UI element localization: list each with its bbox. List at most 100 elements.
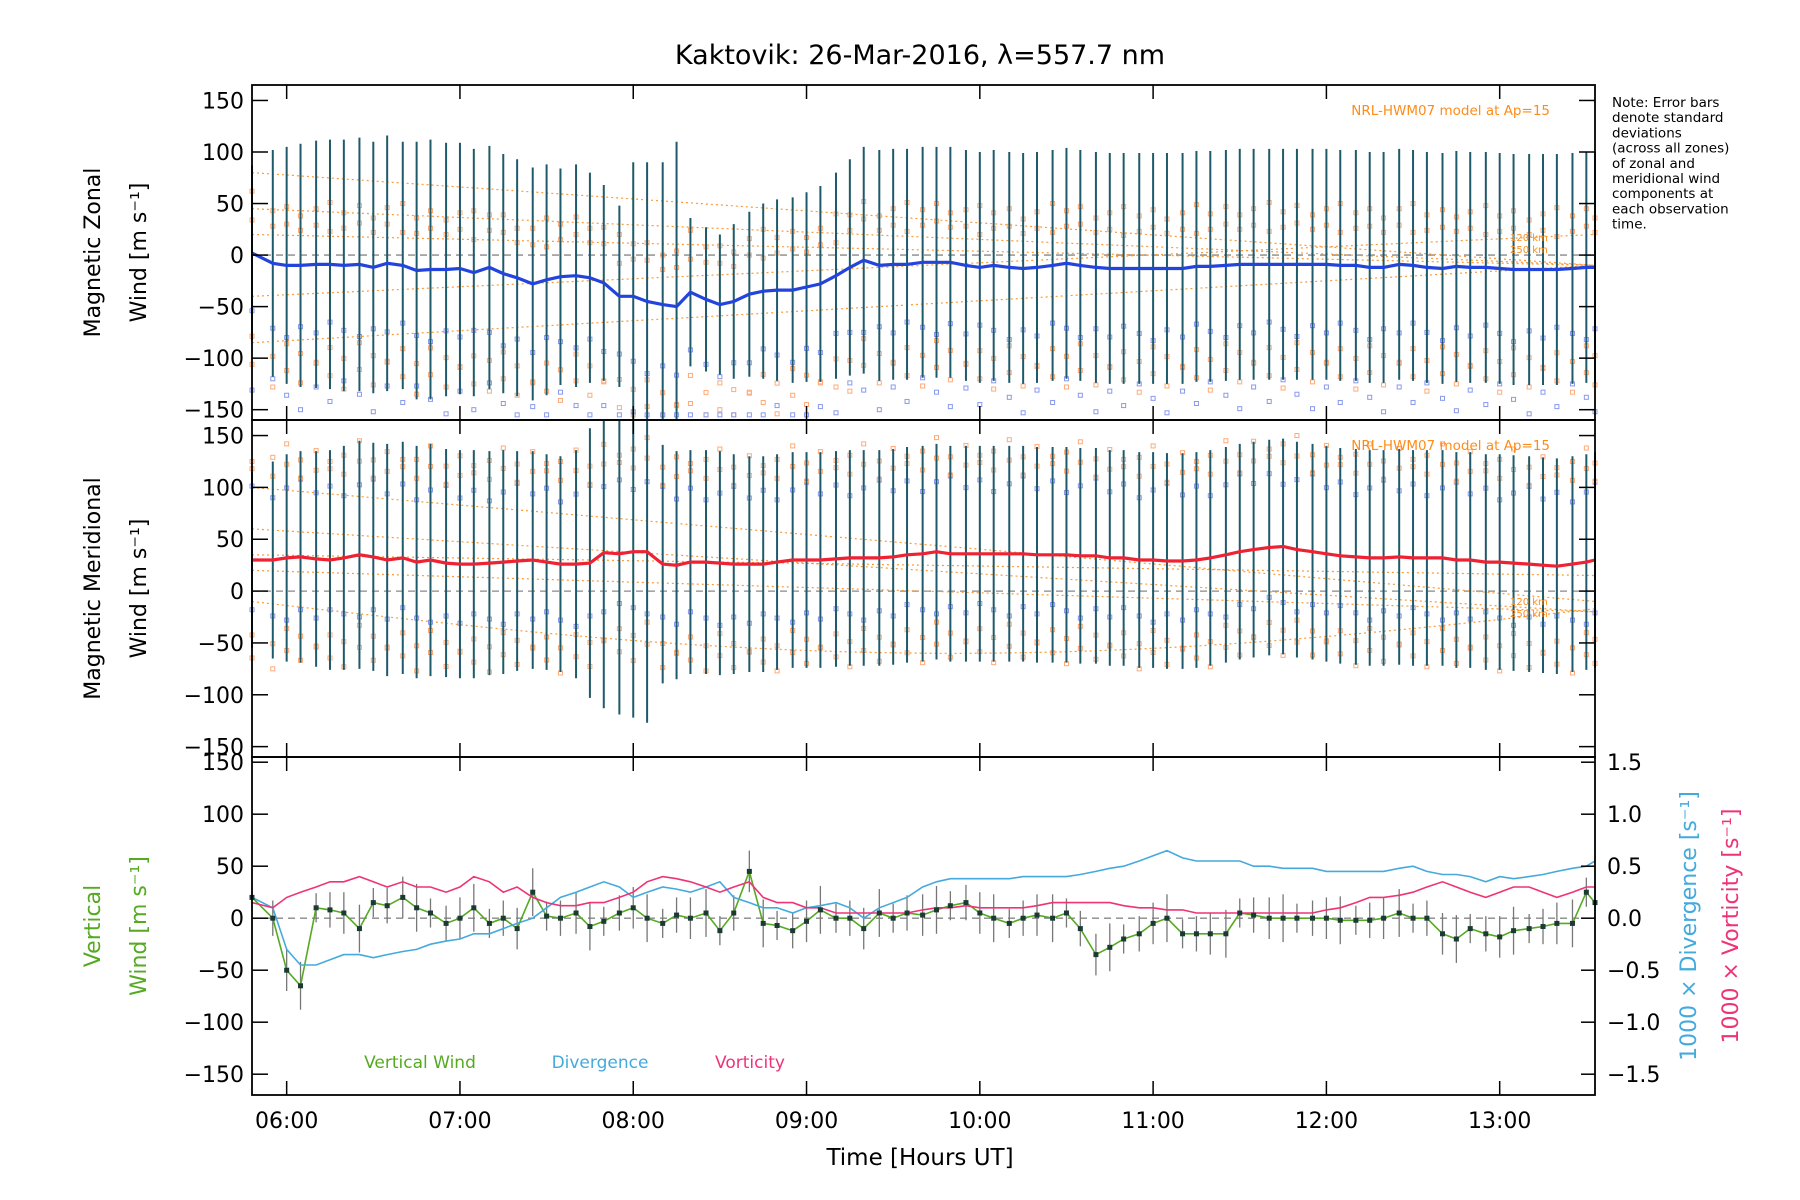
- y-tick-label: 100: [202, 803, 244, 828]
- y-tick-label: −100: [184, 684, 244, 709]
- note-line: time.: [1612, 217, 1647, 233]
- vertical-wind-point: [1077, 926, 1083, 932]
- vertical-wind-point: [544, 913, 550, 919]
- zone-marker: [1424, 388, 1430, 394]
- x-tick-label: 07:00: [428, 1109, 491, 1134]
- altitude-label: 120 km: [1510, 597, 1548, 608]
- note-line: of zonal and: [1612, 156, 1695, 172]
- zone-marker: [1511, 396, 1517, 402]
- zone-marker: [1353, 386, 1359, 392]
- right-tick-label: −1.5: [1607, 1063, 1660, 1088]
- x-tick-label: 06:00: [255, 1109, 318, 1134]
- zone-marker: [1164, 410, 1170, 416]
- vertical-wind-point: [1034, 912, 1040, 918]
- model-curve: [251, 233, 1596, 297]
- y-axis-label-line2: Wind [m s⁻¹]: [127, 183, 152, 323]
- zone-marker: [370, 409, 376, 415]
- zone-marker: [876, 407, 882, 413]
- zone-marker: [1237, 406, 1243, 412]
- vertical-wind-point: [1337, 917, 1343, 923]
- vertical-wind-point: [573, 910, 579, 916]
- model-curve: [251, 172, 1596, 266]
- legend-entry: Vertical Wind: [364, 1053, 476, 1073]
- vertical-wind-point: [1107, 944, 1113, 950]
- model-label: NRL-HWM07 model at Ap=15: [1351, 103, 1550, 119]
- zone-marker: [890, 384, 896, 390]
- vertical-wind-point: [1237, 910, 1243, 916]
- zone-marker: [1569, 389, 1575, 395]
- y-axis-label-line2: Wind [m s⁻¹]: [127, 856, 152, 996]
- y-tick-label: −100: [184, 1011, 244, 1036]
- x-tick-label: 10:00: [948, 1109, 1011, 1134]
- vertical-wind-point: [1583, 889, 1589, 895]
- legend-entry: Divergence: [552, 1053, 649, 1073]
- vertical-wind-point: [1483, 931, 1489, 937]
- vorticity-line: [251, 875, 1595, 914]
- y-tick-label: −50: [198, 296, 244, 321]
- vertical-wind-point: [1093, 952, 1099, 958]
- zone-marker: [1337, 399, 1343, 405]
- zone-marker: [1526, 384, 1532, 390]
- vertical-wind-point: [1193, 931, 1199, 937]
- zone-marker: [1367, 441, 1373, 447]
- zone-marker: [1453, 381, 1459, 387]
- zone-marker: [1280, 385, 1286, 391]
- zone-marker: [1207, 387, 1213, 393]
- vertical-wind-point: [1424, 915, 1430, 921]
- vertical-wind-point: [947, 903, 953, 909]
- vertical-wind-point: [660, 920, 666, 926]
- model-curve: [251, 486, 1596, 603]
- zone-marker: [616, 405, 622, 411]
- x-axis: 06:00 07:00 08:00 09:00 10:00 11:00 12:00 13:00: [255, 1109, 1531, 1134]
- right-tick-label: −0.5: [1607, 959, 1660, 984]
- zone-marker: [717, 407, 723, 413]
- zone-marker: [1467, 387, 1473, 393]
- vertical-wind-point: [356, 926, 362, 932]
- y-tick-label: −50: [198, 632, 244, 657]
- zone-marker: [703, 412, 709, 418]
- vertical-wind-point: [1180, 931, 1186, 937]
- zone-marker: [991, 386, 997, 392]
- zone-marker: [587, 412, 593, 418]
- zone-marker: [1526, 411, 1532, 417]
- vertical-wind-point: [370, 900, 376, 906]
- zone-marker: [1077, 392, 1083, 398]
- zone-marker: [1396, 384, 1402, 390]
- vertical-wind-point: [1540, 924, 1546, 930]
- zone-marker: [933, 435, 939, 441]
- vertical-wind-point: [1569, 920, 1575, 926]
- x-tick-label: 12:00: [1295, 1109, 1358, 1134]
- zone-marker: [1050, 399, 1056, 405]
- vertical-wind-point: [1136, 931, 1142, 937]
- divergence-axis-label: 1000 × Divergence [s⁻¹]: [1677, 791, 1702, 1061]
- zone-marker: [1310, 379, 1316, 385]
- vertical-wind-point: [1280, 915, 1286, 921]
- altitude-label: 250 km: [1510, 245, 1548, 256]
- vertical-wind-point: [790, 928, 796, 934]
- zone-marker: [1077, 439, 1083, 445]
- y-tick-label: −150: [184, 399, 244, 424]
- vertical-wind-point: [717, 928, 723, 934]
- right-tick-label: 1.0: [1607, 803, 1642, 828]
- zone-marker: [1540, 389, 1546, 395]
- zone-marker: [1093, 382, 1099, 388]
- zone-marker: [327, 398, 333, 404]
- note-line: Note: Error bars: [1612, 95, 1719, 111]
- zone-marker: [270, 454, 276, 460]
- zone-marker: [817, 404, 823, 410]
- vertical-wind-point: [587, 924, 593, 930]
- zone-marker: [687, 401, 693, 407]
- y-tick-label: −150: [184, 736, 244, 761]
- zone-marker: [1006, 437, 1012, 443]
- zone-marker: [920, 383, 926, 389]
- vertical-wind-point: [1164, 915, 1170, 921]
- note-line: meridional wind: [1612, 171, 1720, 187]
- vertical-wind-point: [616, 910, 622, 916]
- vertical-wind-point: [1353, 917, 1359, 923]
- right-tick-label: 0.5: [1607, 855, 1642, 880]
- zone-marker: [933, 389, 939, 395]
- vertical-wind-point: [1440, 931, 1446, 937]
- zone-marker: [270, 666, 276, 672]
- zone-marker: [1136, 389, 1142, 395]
